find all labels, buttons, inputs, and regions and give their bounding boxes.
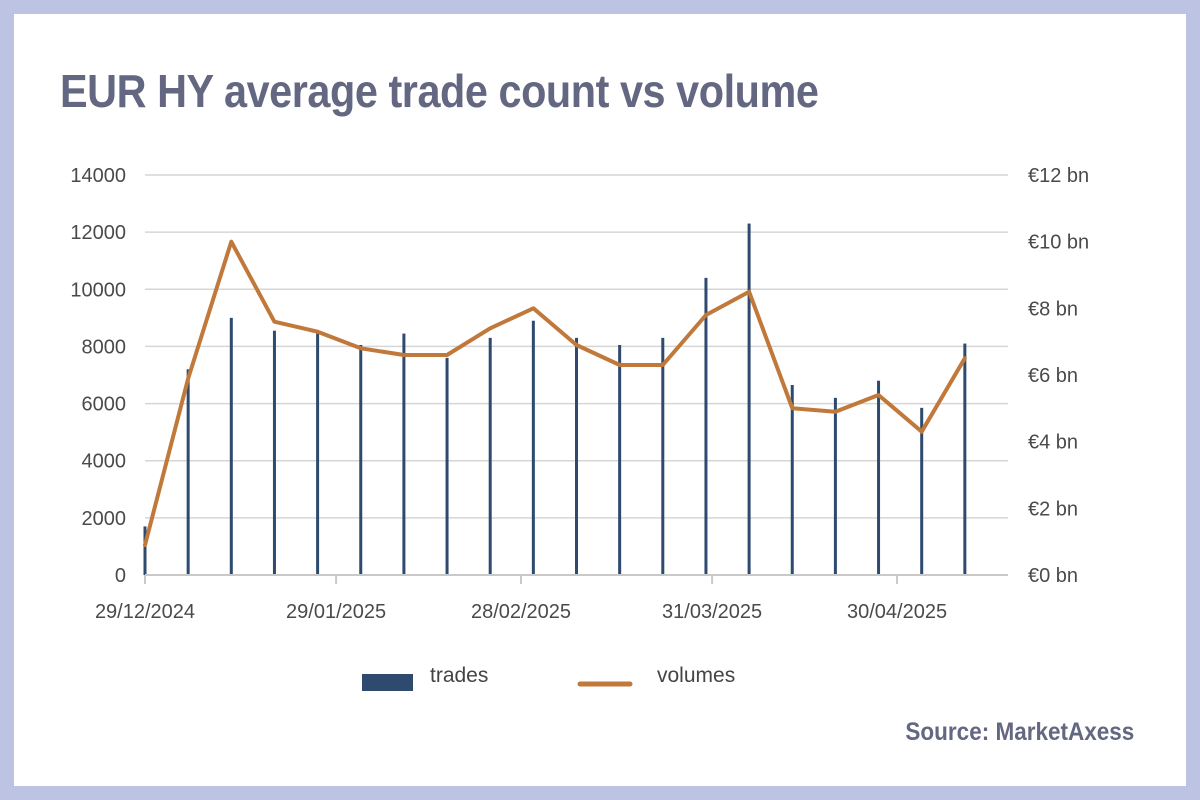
y-left-tick-label: 8000 <box>82 336 127 358</box>
trades-bar <box>316 333 320 575</box>
trades-bar <box>833 397 837 575</box>
trades-bar <box>445 357 449 575</box>
trades-bar <box>488 337 492 575</box>
legend-volumes-label: volumes <box>657 664 735 687</box>
x-axis: 29/12/2024 29/01/2025 28/02/2025 31/03/2025… <box>95 574 1008 623</box>
x-tick-label: 31/03/2025 <box>662 601 762 623</box>
y-right-tick-label: €0 bn <box>1028 565 1078 587</box>
trades-bar <box>877 380 881 575</box>
y-left-tick-label: 4000 <box>82 451 127 473</box>
trades-bar <box>531 320 535 575</box>
trades-bar <box>359 345 363 575</box>
y-left-tick-label: 2000 <box>82 508 127 530</box>
chart-card: EUR HY average trade count vs volume 0 20… <box>14 14 1186 786</box>
x-tick-label: 29/01/2025 <box>286 601 386 623</box>
right-axis-ticks: €0 bn €2 bn €4 bn €6 bn €8 bn €10 bn €12 bn <box>1028 165 1089 587</box>
trades-bar <box>186 369 190 575</box>
trades-bar <box>920 407 924 575</box>
y-left-tick-label: 14000 <box>70 165 126 187</box>
trades-bar <box>143 526 147 575</box>
legend-trades-swatch <box>362 674 413 691</box>
chart-canvas: 0 2000 4000 6000 8000 10000 12000 14000 €0 bn €2… <box>70 165 1089 691</box>
trades-bar <box>963 343 967 575</box>
volumes-line <box>143 239 967 547</box>
chart-title: EUR HY average trade count vs volume <box>60 65 819 117</box>
y-left-tick-label: 0 <box>115 565 126 587</box>
trades-bar <box>704 277 708 575</box>
y-right-tick-label: €12 bn <box>1028 165 1089 187</box>
trades-bar <box>790 385 794 575</box>
legend-trades-label: trades <box>430 664 488 687</box>
x-tick-label: 29/12/2024 <box>95 601 195 623</box>
y-left-tick-label: 6000 <box>82 394 127 416</box>
y-right-tick-label: €6 bn <box>1028 365 1078 387</box>
trades-bar <box>229 317 233 575</box>
trades-bar <box>575 337 578 575</box>
trades-bar <box>402 333 406 575</box>
y-right-tick-label: €10 bn <box>1028 232 1089 254</box>
source-note: Source: MarketAxess <box>905 718 1134 746</box>
legend: trades volumes <box>362 664 735 691</box>
trades-bar <box>661 337 665 575</box>
y-left-tick-label: 10000 <box>70 279 126 301</box>
left-axis-ticks: 0 2000 4000 6000 8000 10000 12000 14000 <box>70 165 126 587</box>
y-right-tick-label: €8 bn <box>1028 298 1078 320</box>
trades-bar <box>272 330 276 575</box>
x-tick-label: 28/02/2025 <box>471 601 571 623</box>
y-right-tick-label: €2 bn <box>1028 498 1078 520</box>
x-tick-label: 30/04/2025 <box>847 601 947 623</box>
trades-bars <box>143 223 967 576</box>
y-left-tick-label: 12000 <box>70 222 126 244</box>
y-right-tick-label: €4 bn <box>1028 432 1078 454</box>
trades-bar <box>747 223 751 576</box>
trades-bar <box>618 345 622 575</box>
